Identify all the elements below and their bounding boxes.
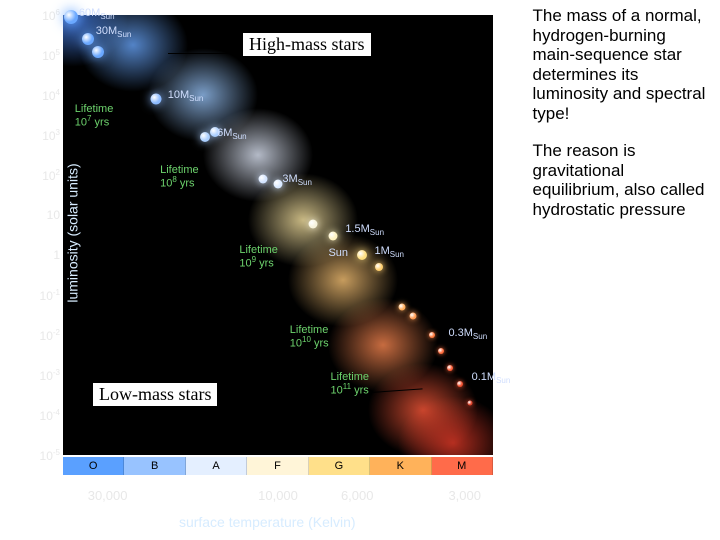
spectral-segment: A [186, 457, 247, 475]
spectral-segment: M [432, 457, 493, 475]
mass-label: 1MSun [374, 245, 404, 259]
y-tick: 10-4 [28, 408, 60, 423]
star-point [357, 250, 367, 260]
x-axis-label: surface temperature (Kelvin) [8, 514, 527, 530]
mass-label: 6MSun [217, 127, 247, 141]
spectral-segment: B [124, 457, 185, 475]
mass-label: 0.1MSun [472, 371, 511, 385]
star-point [447, 365, 453, 371]
mass-label: Sun [328, 247, 348, 259]
caption-paragraph-2: The reason is gravitational equilibrium,… [533, 141, 712, 219]
y-tick: 106 [28, 8, 60, 23]
mass-label: 10MSun [168, 89, 204, 103]
y-tick: 10-1 [28, 288, 60, 303]
y-tick: 10 [28, 208, 60, 222]
lifetime-label: Lifetime108 yrs [160, 164, 199, 190]
y-tick: 1 [28, 248, 60, 262]
star-point [259, 174, 268, 183]
spectral-segment: O [63, 457, 124, 475]
annotation-line-high [168, 53, 243, 54]
x-tick: 3,000 [448, 488, 481, 503]
page-root: OBAFGKM luminosity (solar units) surface… [0, 0, 720, 540]
lifetime-label: Lifetime109 yrs [239, 244, 278, 270]
mass-label: 30MSun [96, 25, 132, 39]
y-tick: 105 [28, 48, 60, 63]
star-point [398, 304, 405, 311]
low-mass-annotation: Low-mass stars [93, 383, 217, 406]
star-point [375, 263, 383, 271]
star-point [82, 33, 94, 45]
lifetime-label: Lifetime1010 yrs [290, 324, 329, 350]
spectral-class-bar: OBAFGKM [63, 457, 493, 475]
spectral-segment: F [247, 457, 308, 475]
lifetime-label: Lifetime1011 yrs [331, 371, 370, 397]
mass-label: 60MSun [79, 7, 115, 21]
side-caption: The mass of a normal, hydrogen-burning m… [527, 0, 720, 540]
y-axis-label: luminosity (solar units) [65, 163, 81, 302]
y-tick: 102 [28, 168, 60, 183]
star-point [200, 132, 210, 142]
high-mass-annotation: High-mass stars [243, 33, 371, 56]
star-point [429, 332, 435, 338]
hr-diagram: OBAFGKM luminosity (solar units) surface… [8, 5, 527, 535]
mass-label: 0.3MSun [448, 327, 487, 341]
y-tick: 10-2 [28, 328, 60, 343]
lifetime-label: Lifetime107 yrs [75, 103, 114, 129]
mass-label: 3MSun [282, 173, 312, 187]
star-point [329, 231, 338, 240]
caption-paragraph-1: The mass of a normal, hydrogen-burning m… [533, 6, 712, 123]
star-point [308, 219, 317, 228]
x-tick: 10,000 [258, 488, 298, 503]
mass-label: 1.5MSun [345, 223, 384, 237]
y-tick: 10-3 [28, 368, 60, 383]
star-point [92, 46, 104, 58]
y-tick: 104 [28, 88, 60, 103]
star-point [438, 348, 444, 354]
x-tick: 6,000 [341, 488, 374, 503]
star-point [409, 312, 416, 319]
star-point [64, 10, 78, 24]
y-tick: 103 [28, 128, 60, 143]
star-point [467, 400, 472, 405]
spectral-segment: K [370, 457, 431, 475]
x-tick: 30,000 [88, 488, 128, 503]
star-point [274, 179, 283, 188]
y-tick: 10-5 [28, 448, 60, 463]
star-point [150, 93, 161, 104]
spectral-segment: G [309, 457, 370, 475]
star-point [457, 381, 463, 387]
